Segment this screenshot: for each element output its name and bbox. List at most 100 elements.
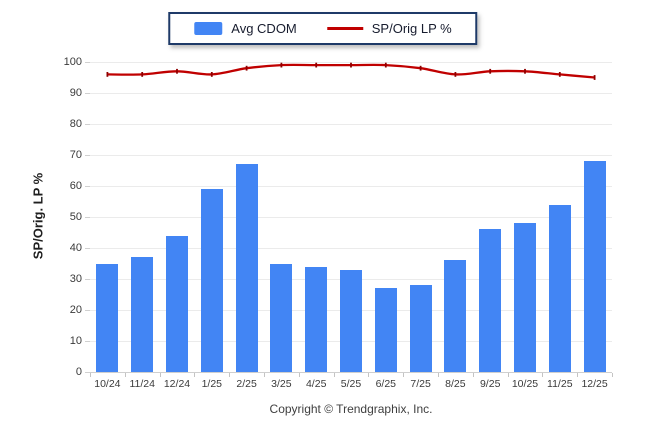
bar-9-25 — [479, 229, 502, 372]
x-tick-label: 10/25 — [511, 378, 539, 390]
x-tick-mark — [542, 373, 544, 377]
legend-label: SP/Orig LP % — [371, 21, 452, 36]
x-tick-label: 9/25 — [479, 378, 501, 390]
x-tick-mark — [264, 373, 265, 377]
x-tick-mark — [159, 373, 161, 377]
y-tick-mark — [85, 155, 90, 156]
bar-11-24 — [131, 257, 154, 372]
legend-label: Avg CDOM — [231, 21, 297, 36]
line-point-marker — [350, 62, 352, 68]
line-point-marker — [245, 65, 248, 71]
bar-1-25 — [200, 189, 223, 372]
y-tick-label: 90 — [69, 87, 82, 99]
y-tick-label: 30 — [69, 273, 82, 285]
x-tick-label: 12/25 — [581, 378, 608, 390]
bar-12-25 — [583, 161, 606, 372]
plot-area — [90, 62, 612, 373]
bar-4-25 — [305, 266, 328, 372]
legend-line-swatch-icon — [326, 27, 363, 30]
line-point-marker — [384, 62, 387, 68]
x-tick-mark — [612, 373, 613, 377]
y-tick-mark — [85, 372, 90, 373]
y-tick-label: 10 — [69, 335, 82, 347]
y-tick-mark — [85, 124, 90, 125]
x-tick-mark — [298, 373, 300, 377]
x-tick-label: 11/25 — [547, 378, 573, 390]
line-point-marker — [489, 68, 492, 74]
y-tick-mark — [85, 341, 90, 342]
y-tick-label: 100 — [63, 56, 82, 68]
gridline — [90, 93, 612, 94]
line-point-marker — [419, 65, 422, 71]
x-tick-label: 3/25 — [271, 378, 292, 390]
y-tick-mark — [85, 93, 90, 94]
y-tick-label: 80 — [69, 118, 82, 130]
bar-12-24 — [166, 235, 188, 372]
x-tick-mark — [333, 373, 335, 377]
y-tick-label: 60 — [69, 180, 82, 192]
x-tick-label: 1/25 — [201, 378, 222, 390]
y-tick-mark — [85, 62, 90, 63]
bar-10-24 — [96, 263, 119, 372]
copyright-text: Copyright © Trendgraphix, Inc. — [269, 402, 433, 416]
legend-item-sp-orig-lp: SP/Orig LP % — [326, 21, 452, 36]
line-point-marker — [454, 72, 457, 77]
x-tick-mark — [577, 373, 579, 377]
line-point-marker — [141, 72, 144, 77]
bar-2-25 — [235, 164, 258, 372]
y-tick-mark — [85, 310, 90, 311]
y-tick-label: 40 — [69, 242, 82, 254]
line-point-marker — [315, 62, 318, 68]
gridline — [90, 186, 612, 187]
x-tick-mark — [90, 373, 91, 377]
y-tick-mark — [85, 186, 90, 187]
x-tick-label: 7/25 — [410, 378, 431, 390]
bar-3-25 — [270, 263, 293, 372]
line-point-marker — [210, 72, 213, 77]
x-tick-label: 11/24 — [129, 378, 155, 390]
x-tick-mark — [438, 373, 439, 377]
x-tick-mark — [194, 373, 196, 377]
x-tick-label: 2/25 — [236, 378, 257, 390]
x-tick-mark — [124, 373, 126, 377]
x-tick-mark — [403, 373, 405, 377]
x-tick-label: 12/24 — [163, 378, 191, 390]
x-tick-mark — [507, 373, 509, 377]
y-tick-label: 50 — [69, 211, 82, 223]
x-tick-label: 6/25 — [375, 378, 396, 390]
y-tick-label: 70 — [69, 149, 82, 161]
bar-6-25 — [374, 288, 397, 372]
gridline — [90, 155, 612, 156]
line-point-marker — [280, 62, 283, 68]
bar-7-25 — [409, 285, 432, 372]
legend-item-avg-cdom: Avg CDOM — [194, 21, 297, 36]
bar-8-25 — [444, 260, 467, 372]
gridline — [90, 124, 612, 125]
line-point-marker — [106, 72, 109, 77]
y-tick-mark — [85, 279, 90, 280]
y-tick-mark — [85, 217, 90, 218]
y-tick-mark — [85, 248, 90, 249]
x-tick-mark — [368, 373, 370, 377]
line-point-marker — [524, 68, 526, 74]
y-tick-label: 0 — [75, 366, 82, 378]
y-tick-label: 20 — [69, 304, 82, 316]
legend-bar-swatch-icon — [194, 22, 223, 35]
sp-orig-lp-line — [106, 62, 596, 80]
gridline — [90, 217, 612, 218]
y-axis-title: SP/Orig. LP % — [30, 172, 46, 260]
x-tick-label: 4/25 — [305, 378, 327, 390]
x-tick-label: 8/25 — [445, 378, 466, 390]
line-point-marker — [176, 68, 178, 74]
bar-11-25 — [548, 204, 571, 372]
x-tick-mark — [472, 373, 474, 377]
x-tick-label: 5/25 — [340, 378, 362, 390]
bar-10-25 — [514, 223, 536, 372]
line-point-marker — [593, 75, 596, 80]
legend: Avg CDOM SP/Orig LP % — [168, 12, 478, 45]
bar-5-25 — [340, 269, 362, 372]
x-tick-label: 10/24 — [94, 378, 121, 390]
gridline — [90, 62, 612, 63]
x-tick-mark — [229, 373, 231, 377]
